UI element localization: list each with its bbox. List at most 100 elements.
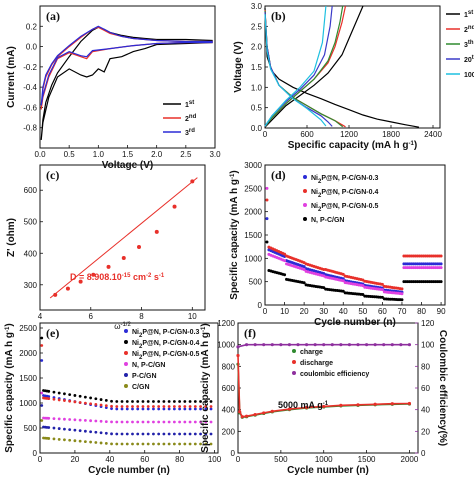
diffusion-annotation-part: -15 xyxy=(122,273,131,279)
legend-entry: C/GN xyxy=(132,384,150,391)
legend-entry-part: N, P-C/GN xyxy=(132,362,165,369)
data-point xyxy=(136,405,140,408)
data-point xyxy=(125,432,129,436)
data-point xyxy=(146,405,150,408)
x-tick-label: 40 xyxy=(339,307,348,316)
data-point xyxy=(136,432,140,436)
data-point xyxy=(125,442,129,446)
y-tick-label: 2500 xyxy=(19,324,37,333)
legend-entry: Ni2P@N, P-C/GN-0.4 xyxy=(132,340,199,350)
data-point xyxy=(313,343,317,347)
data-point xyxy=(120,432,124,436)
data-point xyxy=(162,432,166,436)
y-tick-label: 400 xyxy=(222,406,236,415)
y-axis-label-part: Specific capacity (mA h g xyxy=(200,332,211,453)
data-point xyxy=(193,420,197,424)
data-point xyxy=(136,442,140,446)
data-point xyxy=(400,292,404,296)
data-point xyxy=(89,402,93,406)
data-point xyxy=(152,420,155,424)
data-point xyxy=(172,400,176,403)
data-point xyxy=(68,393,72,397)
data-point xyxy=(146,432,150,436)
legend-marker xyxy=(124,384,128,388)
x-tick-label: 10 xyxy=(280,307,289,316)
x-tick-label: 20 xyxy=(300,307,309,316)
data-point xyxy=(167,400,171,403)
data-point xyxy=(183,400,187,403)
x-tick-label: 20 xyxy=(70,455,79,464)
data-point xyxy=(83,440,87,443)
fit-line xyxy=(49,177,198,299)
data-point xyxy=(209,405,213,408)
data-point xyxy=(53,292,58,297)
y-tick-label: -0.8 xyxy=(23,124,37,133)
data-point xyxy=(78,418,82,422)
series-line-1st xyxy=(264,7,420,128)
data-point xyxy=(283,273,287,277)
y-right-tick-label: 120 xyxy=(421,319,435,328)
data-point xyxy=(73,428,77,432)
data-point xyxy=(330,343,334,347)
plot-frame xyxy=(237,322,419,454)
legend-entry-part: P@N, P-C/GN-0.5 xyxy=(321,203,378,210)
data-point xyxy=(204,432,208,436)
data-point xyxy=(209,442,213,446)
legend-entry: Ni2P@N, P-C/GN-0.3 xyxy=(132,329,199,339)
diffusion-annotation-part: cm xyxy=(130,272,146,282)
data-point xyxy=(270,343,274,347)
data-point xyxy=(380,282,384,286)
data-point xyxy=(439,266,443,270)
data-point xyxy=(57,398,61,402)
data-point xyxy=(83,401,87,405)
x-axis-label-part: -1/2 xyxy=(120,322,131,328)
panel-f: 0 500 1000 1500 2000020040060080010001200(f)… xyxy=(200,319,448,476)
data-point xyxy=(47,395,51,398)
y-right-tick-label: 40 xyxy=(421,406,430,415)
data-point xyxy=(146,407,150,411)
legend-entry-part: 2 xyxy=(318,207,322,213)
data-point xyxy=(287,343,292,347)
x-tick-label: 0 xyxy=(263,307,268,316)
plot-frame xyxy=(264,5,441,129)
panel-d: 0 10 20 30 40 50 60 70 80 90 0 500 1000 1500 2000 2500 3… xyxy=(229,161,446,328)
data-point xyxy=(193,405,197,408)
legend-entry-part: nd xyxy=(468,25,474,31)
data-point xyxy=(204,400,208,403)
data-point xyxy=(99,398,103,401)
data-point xyxy=(167,442,171,446)
data-point xyxy=(110,404,113,408)
data-point xyxy=(110,399,113,403)
y-right-tick-label: 60 xyxy=(421,384,430,393)
legend-marker xyxy=(292,360,296,364)
x-tick-label: 10 xyxy=(188,312,197,321)
y-tick-label: 3000 xyxy=(244,161,262,170)
data-point xyxy=(178,405,182,408)
data-point xyxy=(199,442,202,446)
x-tick-label: 80 xyxy=(417,307,426,316)
data-point xyxy=(136,407,140,411)
legend-entry-part: Ni xyxy=(132,329,139,336)
y-tick-label: -0.2 xyxy=(23,63,37,72)
legend-entry-part: 2 xyxy=(318,179,322,185)
data-point xyxy=(157,405,161,408)
y-axis-label-part: -1 xyxy=(5,326,11,332)
data-point xyxy=(131,432,134,436)
data-point xyxy=(104,431,108,435)
data-point xyxy=(157,407,161,411)
x-tick-label: 50 xyxy=(358,307,367,316)
x-tick-label: 500 xyxy=(274,455,288,464)
y-tick-label: 1000 xyxy=(244,254,262,263)
legend-entry-part: 2 xyxy=(318,193,322,199)
data-point xyxy=(188,405,192,408)
data-point xyxy=(304,343,309,347)
data-point xyxy=(99,441,103,445)
y-tick-label: 300 xyxy=(24,281,38,290)
x-tick-label: 80 xyxy=(175,455,184,464)
data-point xyxy=(244,343,249,347)
data-point xyxy=(110,442,113,446)
data-point xyxy=(364,343,369,347)
data-point xyxy=(193,432,197,436)
legend-entry-part: Ni xyxy=(132,340,139,347)
data-point xyxy=(178,420,182,424)
